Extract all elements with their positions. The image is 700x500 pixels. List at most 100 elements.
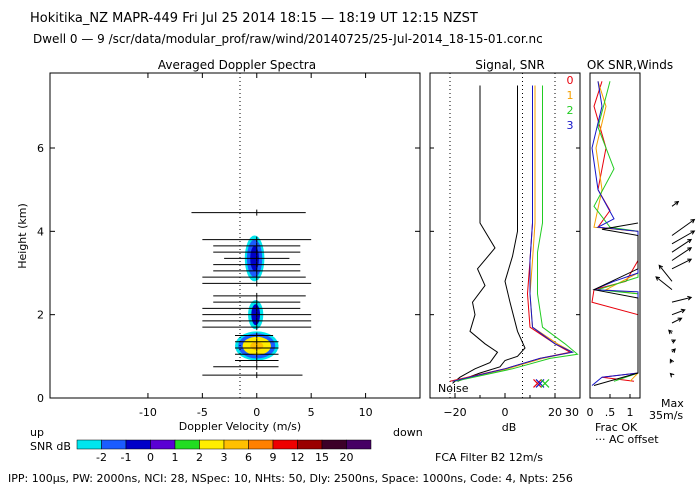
spectra-plot-frame	[49, 72, 421, 399]
snr-scale-swatch	[272, 439, 298, 450]
signal-snr-lines	[449, 73, 579, 398]
beam-legend-label: 2	[567, 104, 574, 117]
max-wind-value: 35m/s	[649, 409, 683, 422]
wind-arrow	[671, 230, 696, 245]
snr-scale-swatch	[174, 439, 200, 450]
spectral-width-bars	[191, 209, 312, 379]
beam-legend-label: 1	[567, 89, 574, 102]
spectra-x-tick-label: -5	[197, 406, 208, 419]
signal-x-tick-label: 30	[565, 406, 579, 419]
up-label: up	[30, 426, 44, 439]
snr-scale-tick-label: 2	[196, 451, 203, 464]
spectra-x-axis-label: Doppler Velocity (m/s)	[179, 420, 301, 433]
spectra-y-tick-label: 6	[37, 142, 44, 155]
spectra-x-tick-label: 0	[253, 406, 260, 419]
spectra-y-tick-label: 0	[37, 392, 44, 405]
ok-fraction-lines	[591, 81, 639, 386]
snr-scale-label: SNR dB	[30, 440, 71, 453]
ok-plot-frame	[589, 72, 641, 399]
spectra-y-tick-label: 4	[37, 225, 44, 238]
ac-offset-label: ··· AC offset	[595, 433, 659, 446]
signal-axes: −20 0 20 30	[430, 147, 580, 419]
snr-scale-tick-label: 1	[172, 451, 179, 464]
signal-x-axis-label: dB	[502, 421, 517, 434]
beam-legend-label: 3	[567, 119, 574, 132]
snr-scale-swatch	[321, 439, 347, 450]
signal-plot-frame	[429, 72, 581, 399]
ok-axes: 0.5 1	[587, 394, 634, 419]
snr-scale-tick-label: 9	[270, 451, 277, 464]
wind-arrow	[671, 308, 686, 316]
ok-x-tick-label: 0	[587, 406, 594, 419]
snr-scale-swatch	[125, 439, 151, 450]
wind-arrow	[671, 258, 693, 270]
snr-scale-swatch	[223, 439, 249, 450]
signal-x-tick-label: 20	[548, 406, 562, 419]
spectra-x-tick-label: 5	[308, 406, 315, 419]
wind-arrow	[655, 276, 673, 291]
frac-ok-label: Frac OK	[595, 421, 638, 434]
series-line-3	[452, 85, 575, 382]
wind-arrow	[671, 339, 677, 344]
snr-scale-tick-label: -2	[96, 451, 107, 464]
snr-scale-swatch	[297, 439, 323, 450]
fca-filter-label: FCA Filter B2 12m/s	[435, 451, 543, 464]
wind-arrow	[669, 372, 675, 378]
ok-x-tick-label: .5	[605, 406, 616, 419]
snr-scale-tick-label: 3	[221, 451, 228, 464]
header-file-path: Dwell 0 — 9 /scr/data/modular_prof/raw/w…	[33, 32, 543, 46]
signal-x-tick-label: 0	[502, 406, 509, 419]
spectra-y-tick-label: 2	[37, 309, 44, 322]
series-line-0	[449, 85, 572, 382]
wind-arrow	[671, 317, 683, 324]
noise-label: Noise	[438, 382, 469, 395]
wind-arrow	[671, 200, 680, 207]
spectra-x-tick-label: -10	[139, 406, 157, 419]
wind-arrow	[671, 238, 693, 253]
snr-scale-swatch	[248, 439, 274, 450]
snr-color-scale: SNR dB -2 -1 0 1 2 3 6 9 12 15 20	[30, 439, 372, 464]
signal-x-tick-label: −20	[443, 406, 466, 419]
wind-arrow	[671, 295, 693, 303]
snr-scale-tick-label: 20	[340, 451, 354, 464]
wind-arrow	[671, 348, 676, 353]
snr-scale-tick-label: 15	[315, 451, 329, 464]
spectra-panel-title: Averaged Doppler Spectra	[158, 58, 316, 72]
noise-marker	[533, 378, 542, 388]
snr-scale-swatch	[101, 439, 127, 450]
series-line-signal	[457, 85, 526, 382]
snr-scale-swatch	[76, 439, 102, 450]
series-line-noise	[452, 85, 499, 384]
max-wind-label: Max	[661, 397, 684, 410]
snr-scale-swatch	[346, 439, 372, 450]
ok-snr-panel: 0.5 1 Frac OK ··· AC offset	[587, 72, 659, 446]
spectra-y-axis-label: Height (km)	[16, 203, 29, 269]
footer-parameters: IPP: 100μs, PW: 2000ns, NCI: 28, NSpec: …	[8, 472, 573, 485]
series-line-2	[454, 85, 579, 382]
signal-panel-title: Signal, SNR	[475, 58, 544, 72]
wind-arrow	[669, 358, 674, 364]
beam-legend-label: 0	[567, 74, 574, 87]
ok-panel-title: OK SNR,Winds	[587, 58, 673, 72]
wind-arrow	[658, 264, 673, 282]
snr-scale-tick-label: 12	[291, 451, 305, 464]
ok-line-3	[591, 81, 639, 386]
ok-x-tick-label: 1	[627, 406, 634, 419]
header-title: Hokitika_NZ MAPR-449 Fri Jul 25 2014 18:…	[30, 11, 478, 26]
wind-barbs	[655, 200, 696, 378]
ok-line-frac_ok	[592, 222, 639, 386]
wind-arrow	[668, 329, 673, 335]
signal-snr-panel: −20 0 20 30 dB Noise 0 1 2 3	[429, 72, 581, 434]
down-label: down	[393, 426, 423, 439]
noise-marker	[540, 378, 550, 388]
doppler-spectra-panel: -10 -5 0 5 10 0 2 4 6 Height (km) Doppler Veloci…	[16, 72, 423, 439]
wind-arrow	[671, 218, 696, 236]
snr-scale-swatch	[199, 439, 225, 450]
spectra-x-tick-label: 10	[359, 406, 373, 419]
beam-legend: 0 1 2 3	[567, 74, 574, 132]
spectra-axes: -10 -5 0 5 10 0 2 4 6	[37, 73, 420, 419]
snr-scale-swatch	[150, 439, 176, 450]
snr-scale-tick-label: -1	[121, 451, 132, 464]
snr-scale-tick-label: 0	[147, 451, 154, 464]
